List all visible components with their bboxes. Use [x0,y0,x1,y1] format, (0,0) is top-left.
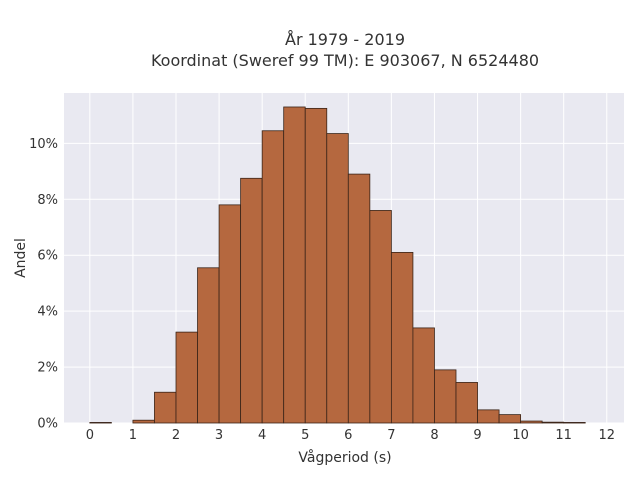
x-tick-label: 6 [344,428,352,443]
histogram-bar [434,369,457,424]
histogram-bar [369,210,392,424]
x-tick-label: 7 [387,428,395,443]
histogram-bar [218,204,242,424]
histogram-bar [563,422,586,424]
y-axis-ticks: 0% 2% 4% 6% 8% 10% [29,137,58,432]
x-tick-label: 11 [555,428,572,443]
histogram-bar [477,409,500,424]
y-tick-label: 10% [29,137,58,152]
histogram-bar [197,267,220,424]
histogram-bar [240,177,263,424]
histogram-bar [520,420,543,424]
bars [89,106,586,424]
histogram-bar [261,130,285,424]
histogram-bar [175,331,198,424]
histogram-bar [304,107,328,424]
histogram-bar [390,252,414,424]
x-tick-label: 9 [473,428,481,443]
y-tick-label: 6% [37,249,58,264]
y-axis-label: Andel [13,238,29,278]
x-tick-label: 10 [512,428,529,443]
histogram-bar [283,106,306,424]
x-tick-label: 0 [86,428,94,443]
y-tick-label: 4% [37,305,58,320]
y-tick-label: 0% [37,417,58,432]
histogram-bar [412,327,435,424]
x-tick-label: 2 [172,428,180,443]
x-tick-label: 12 [598,428,615,443]
chart-title-line1: År 1979 - 2019 [285,30,405,49]
histogram-bar [132,419,155,424]
y-tick-label: 8% [37,193,58,208]
x-tick-label: 5 [301,428,309,443]
x-tick-label: 1 [129,428,137,443]
histogram-bar [154,391,177,424]
x-tick-label: 8 [430,428,438,443]
histogram-bar [326,133,349,424]
x-tick-label: 4 [258,428,266,443]
histogram-bar [89,422,112,424]
chart-title-line2: Koordinat (Sweref 99 TM): E 903067, N 65… [151,51,539,70]
histogram-bar [455,382,478,424]
x-axis-label: Vågperiod (s) [298,449,391,466]
x-axis-ticks: 0 1 2 3 4 5 6 7 8 9 10 11 12 [86,428,615,443]
histogram-bar [541,421,565,424]
histogram-bar [498,414,522,424]
histogram-bar [347,173,371,424]
y-tick-label: 2% [37,361,58,376]
x-tick-label: 3 [215,428,223,443]
